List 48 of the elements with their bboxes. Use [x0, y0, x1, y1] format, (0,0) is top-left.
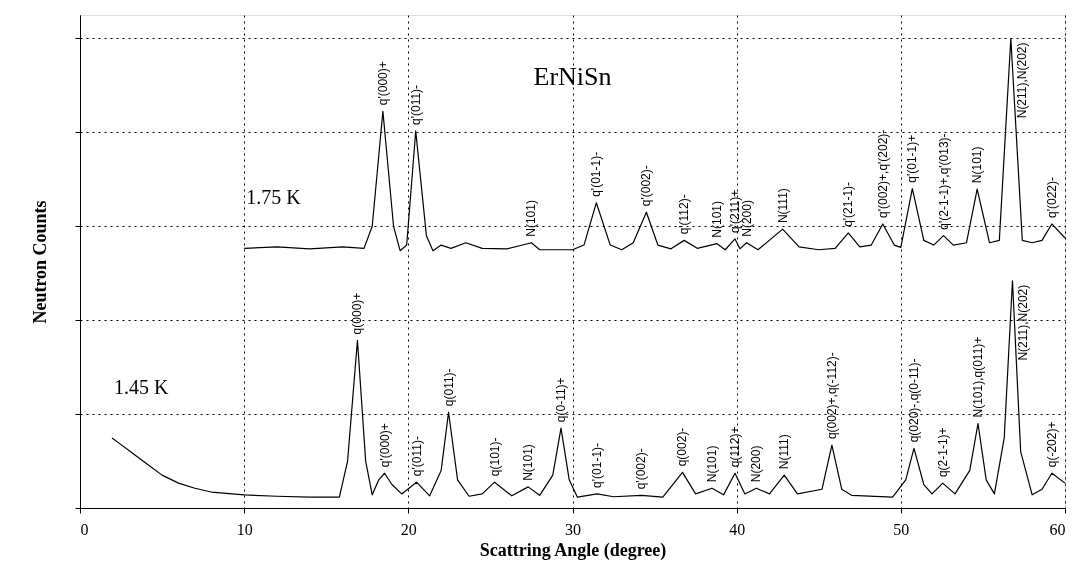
- annotation: q'(000)+: [377, 423, 392, 468]
- annotation: q(002)+,q(-112)-: [824, 352, 839, 440]
- x-tick-label: 20: [400, 520, 417, 538]
- x-tick-label: 40: [729, 520, 746, 538]
- x-tick-label: 0: [80, 520, 89, 538]
- annotation: N(101): [524, 200, 539, 237]
- annotation: q'(002)-: [639, 165, 654, 207]
- annotation: N(101): [709, 200, 724, 238]
- annotation: q(2-1-1)+: [935, 427, 950, 478]
- text: 1.45 K: [114, 376, 170, 399]
- annotation: q'(01-1)-: [590, 442, 605, 488]
- annotation: q'(002)-: [634, 448, 649, 490]
- annotation: q'(112)-: [677, 194, 692, 235]
- text: ErNiSn: [533, 62, 612, 91]
- annotation: q(-202)+: [1044, 421, 1059, 468]
- annotation: q'(022)-: [1044, 176, 1059, 218]
- annotation: q'(21-1)-: [841, 181, 856, 227]
- annotation: N(101): [970, 146, 985, 184]
- annotation: q'(011)-: [409, 436, 424, 477]
- x-tick-label: 60: [1049, 520, 1066, 538]
- annotation: q(002)-: [675, 427, 690, 467]
- annotation: N(200): [749, 445, 764, 483]
- annotation: q'(211)+: [728, 189, 743, 233]
- annotation: q(101)-: [487, 437, 502, 477]
- annotation: q(011)-: [441, 368, 456, 407]
- annotation: q'(011)-: [408, 84, 423, 125]
- annotation: N(101): [705, 445, 720, 483]
- annotation: q(0-11)+: [554, 377, 569, 423]
- x-axis-title: Scattring Angle (degree): [479, 539, 667, 561]
- y-axis-title: Neutron Counts: [30, 200, 50, 324]
- annotation: N(111): [777, 434, 792, 470]
- annotation: q(000)+: [350, 292, 365, 335]
- annotation: N(101): [521, 444, 536, 481]
- x-tick-label: 30: [565, 520, 581, 538]
- annotation: q(020)-,q(0-11)-: [906, 358, 921, 443]
- x-tick-label: 10: [236, 520, 253, 538]
- annotation: q'(000)+: [375, 61, 390, 106]
- annotation: N(101),q(011)+: [970, 336, 985, 418]
- annotation: q'(01-1)+: [905, 134, 920, 183]
- annotation: N(111): [775, 188, 790, 224]
- annotation: q'(002)+,q'(202)-: [875, 129, 890, 218]
- annotation: q'(01-1)-: [589, 151, 604, 197]
- series-label: 1.75 K: [246, 186, 302, 209]
- annotation: N(211),N(202): [1016, 284, 1031, 361]
- annotation: N(211),N(202): [1014, 42, 1029, 119]
- annotation: q'(2-1-1)+,q'(013)-: [936, 133, 951, 230]
- x-tick-label: 50: [893, 520, 910, 538]
- annotation: q(112)+: [728, 426, 743, 468]
